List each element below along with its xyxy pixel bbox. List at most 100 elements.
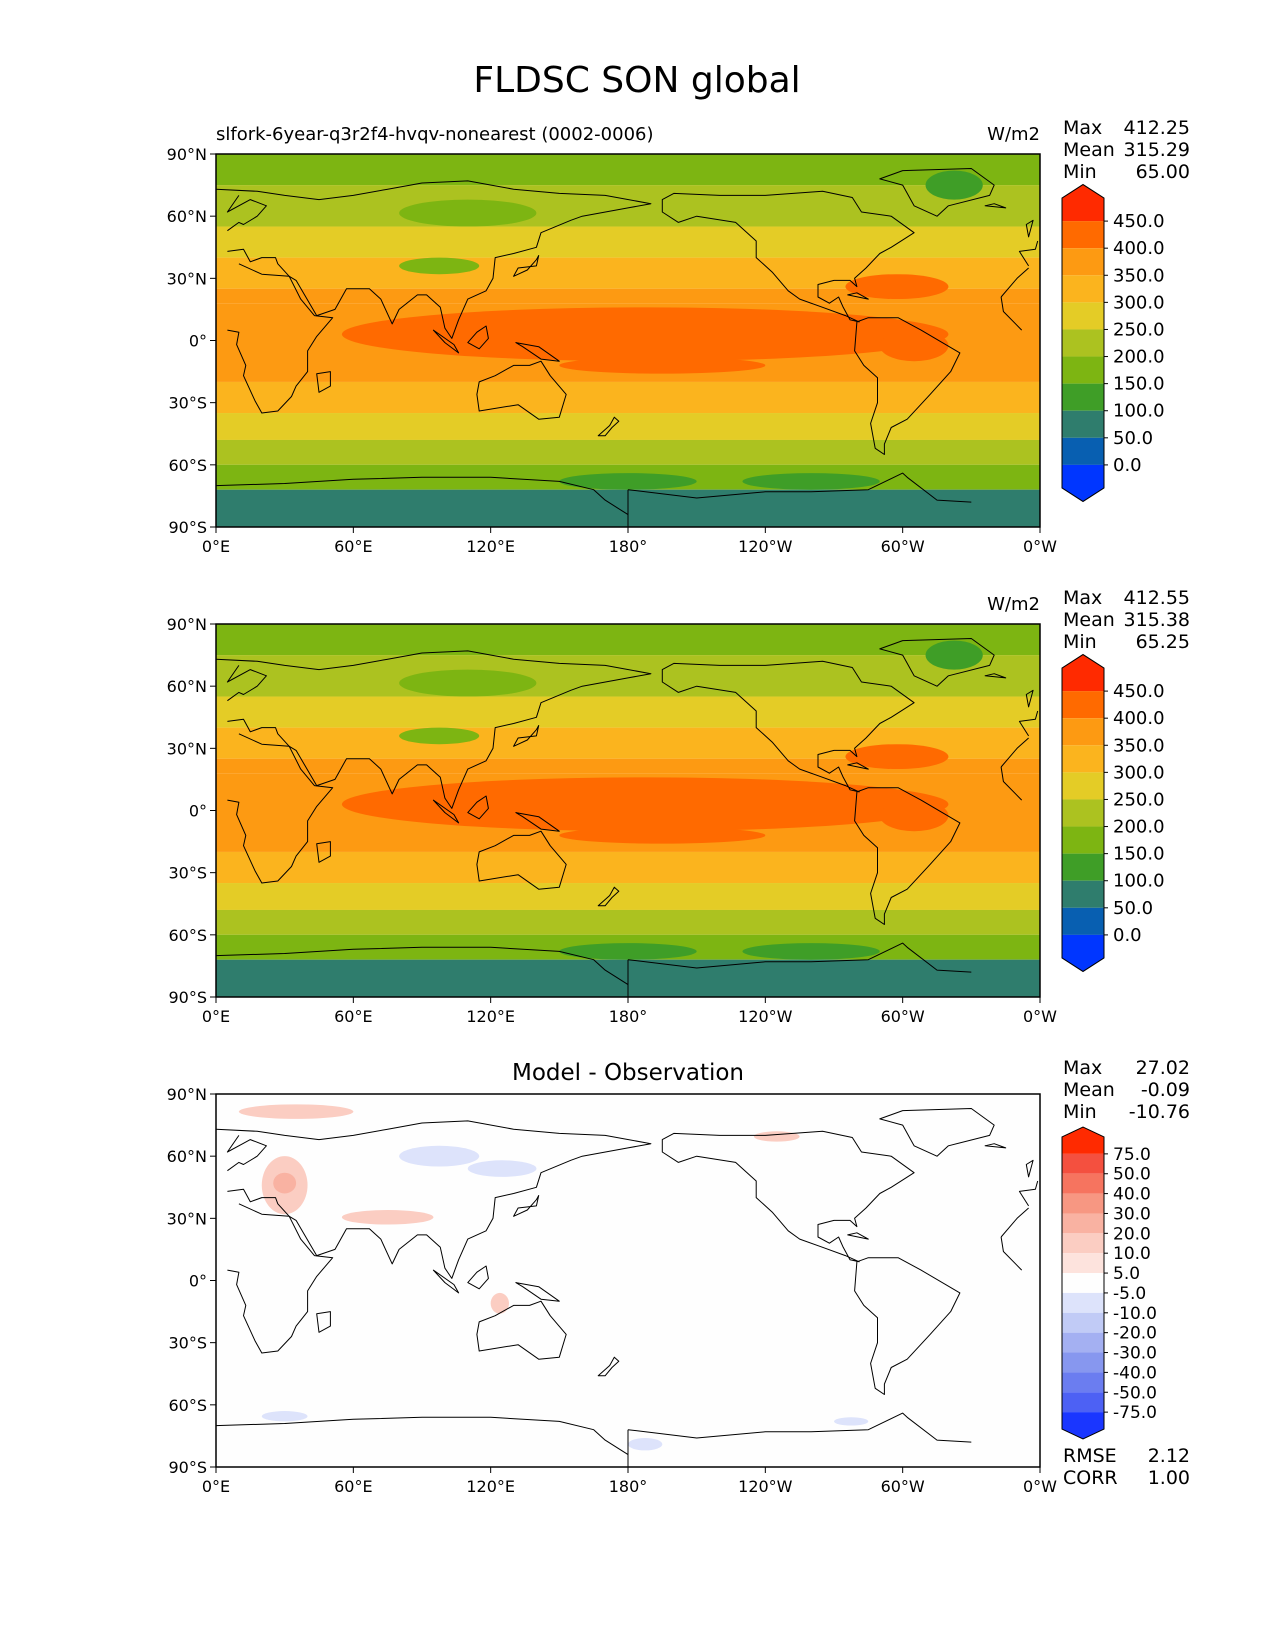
colorbar-level-label: 150.0 xyxy=(1113,374,1165,395)
coastline xyxy=(316,1311,331,1333)
lon-tick-label: 180° xyxy=(609,1477,648,1496)
colorbar-segment xyxy=(1062,1412,1104,1439)
field-patch xyxy=(341,777,949,832)
lon-tick-label: 120°E xyxy=(466,1477,515,1496)
coastline xyxy=(216,476,629,527)
colorbar-level-label: 40.0 xyxy=(1113,1185,1151,1205)
coastline xyxy=(984,1143,1007,1149)
coastline xyxy=(227,1203,334,1354)
colorbar-segment xyxy=(1062,799,1104,827)
field-patch xyxy=(742,943,880,960)
lat-tick-label: 90°N xyxy=(167,1085,207,1104)
field-patch xyxy=(559,357,766,374)
field-patch xyxy=(490,1292,509,1314)
panel-difference-mean-value: -0.09 xyxy=(1141,1079,1190,1101)
field-patch xyxy=(879,330,949,362)
lon-tick-label: 60°E xyxy=(334,537,372,556)
coastline xyxy=(879,168,995,217)
lat-tick-label: 0° xyxy=(189,802,207,821)
coastline xyxy=(432,329,460,354)
coastline xyxy=(1000,1236,1023,1271)
colorbar-segment xyxy=(1062,221,1104,249)
panel-difference-colorbar: 75.050.040.030.020.010.05.0-5.0-10.0-20.… xyxy=(1061,1126,1157,1440)
colorbar-level-label: 300.0 xyxy=(1113,292,1165,313)
lon-tick-label: 60°W xyxy=(881,1007,925,1026)
field-patch xyxy=(925,170,983,200)
lat-tick-label: 30°N xyxy=(167,739,207,758)
panel-reference-field: 90°N 60°N 30°N 0° 30°S 60°S 90°S0°E 60°E 120°E 18… xyxy=(167,615,1058,1026)
panel-test-min-label: Min xyxy=(1063,161,1097,183)
colorbar-segment xyxy=(1062,880,1104,908)
lon-tick-label: 0°W xyxy=(1023,537,1057,556)
field-band xyxy=(216,696,1040,728)
colorbar-level-label: -75.0 xyxy=(1113,1403,1157,1423)
lat-tick-label: 30°S xyxy=(168,864,207,883)
lat-tick-label: 90°S xyxy=(168,1458,207,1477)
colorbar-level-label: 250.0 xyxy=(1113,789,1165,810)
colorbar-level-label: 150.0 xyxy=(1113,844,1165,865)
panel-reference-max-value: 412.55 xyxy=(1124,587,1190,609)
coastline xyxy=(216,1120,652,1279)
field-patch xyxy=(845,744,949,770)
colorbar-segment xyxy=(1062,745,1104,773)
figure-title: FLDSC SON global xyxy=(473,60,800,101)
lon-tick-label: 120°W xyxy=(738,1477,793,1496)
colorbar-level-label: 400.0 xyxy=(1113,708,1165,729)
colorbar-level-label: -5.0 xyxy=(1113,1284,1146,1304)
panel-test-min-value: 65.00 xyxy=(1136,161,1190,183)
colorbar-level-label: 450.0 xyxy=(1113,681,1165,702)
colorbar-level-label: 0.0 xyxy=(1113,925,1142,946)
panel-test-units: W/m2 xyxy=(987,124,1040,145)
panel-difference-rmse-value: 2.12 xyxy=(1148,1445,1190,1467)
coastline xyxy=(854,1257,961,1395)
coastline xyxy=(661,190,915,323)
coastline xyxy=(467,325,489,350)
panel-reference-mean-value: 315.38 xyxy=(1124,609,1190,631)
field-band xyxy=(216,851,1040,884)
panel-difference-field: 90°N 60°N 30°N 0° 30°S 60°S 90°S0°E 60°E 120°E 18… xyxy=(167,1085,1058,1496)
field-patch xyxy=(261,1411,308,1422)
coastline xyxy=(1000,267,1029,298)
coastline xyxy=(476,1300,567,1360)
field-patch xyxy=(399,199,537,227)
coastline xyxy=(627,1412,972,1443)
lat-tick-label: 90°S xyxy=(168,518,207,537)
coastline xyxy=(316,371,331,393)
lon-tick-label: 0°E xyxy=(202,1477,230,1496)
colorbar-level-label: 30.0 xyxy=(1113,1204,1151,1224)
lon-tick-label: 0°E xyxy=(202,1007,230,1026)
lon-tick-label: 0°W xyxy=(1023,1477,1057,1496)
colorbar-level-label: 0.0 xyxy=(1113,455,1142,476)
lat-tick-label: 60°N xyxy=(167,207,207,226)
field-band xyxy=(216,413,1040,440)
coastline xyxy=(467,795,489,820)
coastline xyxy=(597,1356,620,1377)
coastline xyxy=(879,1108,995,1157)
coastline xyxy=(597,416,620,437)
panel-difference-map: Model - Observation Max 27.02 Mean -0.09… xyxy=(167,1057,1190,1496)
colorbar-segment xyxy=(1062,410,1104,438)
coastline xyxy=(513,725,540,747)
colorbar-level-label: 50.0 xyxy=(1113,1165,1151,1185)
coastline xyxy=(1025,219,1034,238)
coastline xyxy=(847,292,869,300)
colorbar-level-label: 75.0 xyxy=(1113,1145,1151,1165)
coastline xyxy=(879,638,995,687)
coastline xyxy=(216,946,629,997)
colorbar-level-label: -50.0 xyxy=(1113,1383,1157,1403)
lat-tick-label: 60°S xyxy=(168,926,207,945)
panel-difference-min-label: Min xyxy=(1063,1101,1097,1123)
coastline xyxy=(476,360,567,420)
panel-test-max-label: Max xyxy=(1063,117,1102,139)
coastline xyxy=(847,762,869,770)
panel-test-max-value: 412.25 xyxy=(1124,117,1190,139)
coastline xyxy=(1025,689,1034,708)
colorbar-outline xyxy=(1061,1126,1105,1440)
coastline xyxy=(1000,296,1023,331)
colorbar-segment xyxy=(1062,1273,1104,1293)
coastline xyxy=(847,1232,869,1240)
field-patch xyxy=(879,800,949,832)
panel-reference-min-value: 65.25 xyxy=(1136,631,1190,653)
lon-tick-label: 120°E xyxy=(466,537,515,556)
